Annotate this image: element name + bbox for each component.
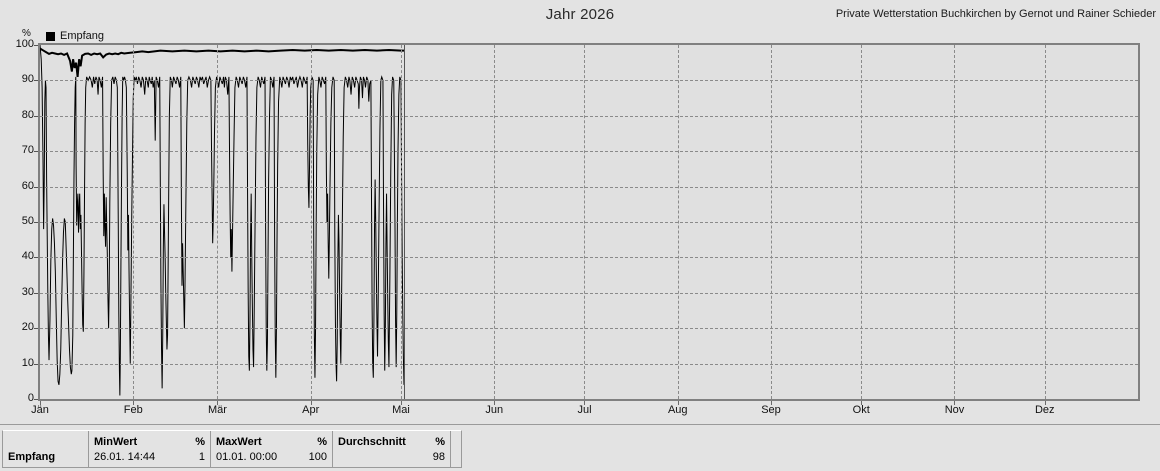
gridline-vertical [861, 45, 863, 399]
stats-column: MaxWert% 01.01. 00:00 100 [211, 431, 333, 467]
plot-inner [40, 45, 1138, 399]
x-tick-mark [217, 401, 219, 405]
stats-column-unit: % [195, 436, 205, 448]
y-tick-mark [34, 186, 38, 188]
gridline-vertical [310, 45, 312, 399]
x-tick-mark [954, 401, 956, 405]
x-tick-label: Jun [485, 404, 504, 416]
gridline-vertical [133, 45, 135, 399]
x-tick-label: Okt [852, 404, 870, 416]
data-end-marker [403, 45, 405, 399]
stats-numeric-value: 1 [198, 451, 205, 463]
y-tick-label: 90 [21, 73, 34, 86]
gridline-horizontal [40, 80, 1138, 82]
x-tick-mark [677, 401, 679, 405]
y-tick-mark [34, 80, 38, 82]
x-tick-mark [770, 401, 772, 405]
gridline-vertical [770, 45, 772, 399]
x-tick-label: Feb [123, 404, 143, 416]
x-tick-mark [861, 401, 863, 405]
y-tick-label: 50 [21, 215, 34, 227]
y-tick-mark [34, 363, 38, 365]
statistics-table: Empfang MinWert% 26.01. 14:44 1 MaxWert% 01.0… [2, 430, 462, 468]
y-tick-mark [34, 151, 38, 153]
y-tick-mark [34, 257, 38, 259]
stats-column-unit: % [317, 436, 327, 448]
stats-column: Durchschnitt% 98 [333, 431, 451, 467]
y-tick-label: 0 [27, 392, 34, 404]
x-tick-mark [40, 401, 41, 405]
x-tick-label: Dez [1034, 404, 1055, 416]
x-tick-mark [133, 401, 135, 405]
station-credit: Private Wetterstation Buchkirchen by Ger… [835, 8, 1156, 20]
x-tick-mark [400, 401, 402, 405]
x-tick-mark [310, 401, 312, 405]
series-line [40, 49, 404, 77]
stats-timestamp-value [338, 450, 341, 465]
gridline-horizontal [40, 363, 1138, 365]
stats-row-label: Empfang [8, 451, 56, 463]
gridline-horizontal [40, 222, 1138, 223]
stats-column: MinWert% 26.01. 14:44 1 [89, 431, 211, 467]
x-tick-label: Aug [667, 404, 688, 416]
y-tick-label: 40 [21, 250, 34, 263]
gridline-horizontal [40, 186, 1138, 188]
y-tick-label: 80 [21, 108, 34, 121]
y-tick-mark [34, 328, 38, 330]
y-tick-label: 20 [21, 321, 34, 334]
stats-column-header: Durchschnitt [338, 436, 406, 448]
stats-numeric-value: 100 [308, 451, 327, 463]
stats-numeric-value: 98 [432, 451, 445, 463]
gridline-horizontal [40, 257, 1138, 259]
y-tick-label: 100 [15, 38, 34, 50]
stats-table-tail [451, 431, 461, 467]
x-tick-label: Mai [392, 404, 410, 416]
stats-timestamp-value: 01.01. 00:00 [216, 451, 278, 463]
gridline-vertical [584, 45, 586, 399]
stats-row-label-cell: Empfang [3, 431, 89, 467]
legend-series-label: Empfang [60, 30, 105, 42]
gridline-horizontal [40, 151, 1138, 153]
chart-legend: Empfang [46, 31, 104, 42]
x-tick-mark [1044, 401, 1046, 405]
y-tick-label: 60 [21, 179, 34, 192]
gridline-vertical [954, 45, 956, 399]
gridline-vertical [494, 45, 496, 399]
page-title: Jahr 2026 [545, 6, 615, 23]
x-tick-mark [584, 401, 586, 405]
x-tick-label: Apr [302, 404, 320, 416]
y-tick-mark [34, 222, 38, 223]
x-tick-label: Mär [208, 404, 227, 416]
stats-column-header: MinWert [94, 436, 138, 448]
y-tick-label: 70 [21, 144, 34, 157]
filled-square-icon [46, 32, 55, 41]
stats-column-unit: % [435, 436, 445, 448]
y-tick-label: 30 [21, 285, 34, 298]
series-line [40, 45, 404, 395]
x-tick-label: Jul [577, 404, 592, 416]
y-tick-label: 10 [21, 356, 34, 369]
gridline-vertical [400, 45, 402, 399]
plot-area [38, 43, 1140, 401]
gridline-vertical [217, 45, 219, 399]
stats-divider [0, 424, 1160, 425]
stats-timestamp-value: 26.01. 14:44 [94, 451, 156, 463]
gridline-vertical [677, 45, 679, 399]
y-tick-mark [34, 115, 38, 117]
y-tick-mark [34, 45, 38, 46]
gridline-horizontal [40, 328, 1138, 330]
gridline-vertical [1044, 45, 1046, 399]
x-tick-label: Jän [31, 404, 49, 416]
gridline-horizontal [40, 115, 1138, 117]
y-axis-unit: % [22, 28, 31, 39]
gridline-horizontal [40, 292, 1138, 294]
x-tick-label: Nov [944, 404, 965, 416]
stats-column-header: MaxWert [216, 436, 262, 448]
y-tick-mark [34, 292, 38, 294]
y-tick-mark [34, 399, 38, 400]
x-tick-mark [494, 401, 496, 405]
x-tick-label: Sep [761, 404, 781, 416]
